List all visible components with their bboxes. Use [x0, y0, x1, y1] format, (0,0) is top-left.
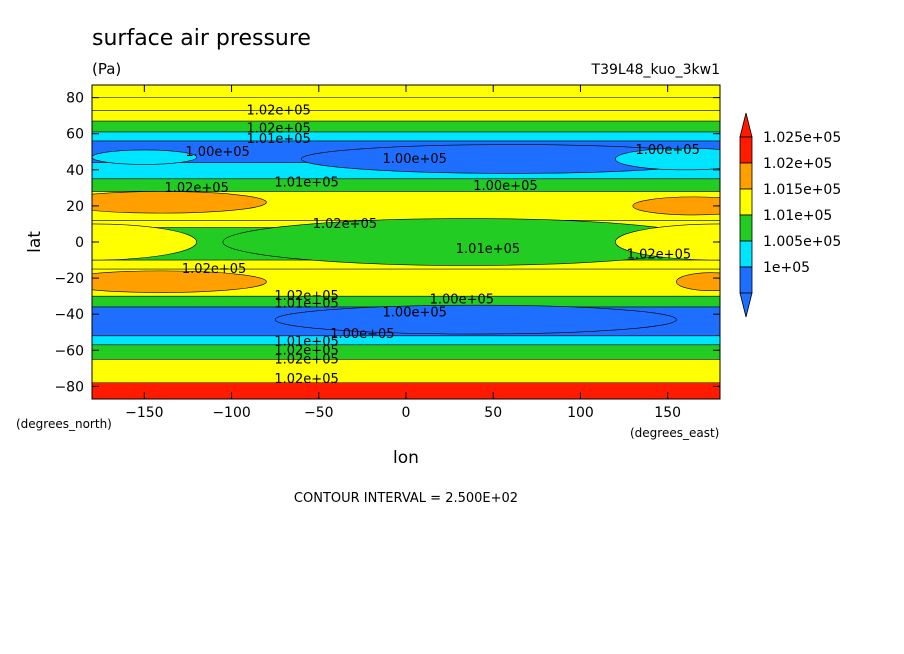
colorbar-swatch	[739, 136, 753, 164]
pressure-cells	[92, 144, 720, 335]
contour-label: 1.01e+05	[274, 175, 338, 190]
contour-label: 1.01e+05	[246, 132, 310, 147]
colorbar-swatch	[739, 162, 753, 190]
contour-label: 1.02e+05	[182, 262, 246, 277]
colorbar-over-arrow	[739, 112, 753, 138]
contour-label: 1.02e+05	[274, 352, 338, 367]
pressure-cell	[92, 191, 267, 214]
pressure-band	[92, 110, 720, 122]
contour-label: 1.00e+05	[473, 179, 537, 194]
pressure-band	[92, 382, 720, 399]
y-tick-label: 20	[66, 199, 84, 215]
x-axis: −150 −100 −50 0 50 100 150	[125, 85, 681, 421]
contour-label: 1.01e+05	[456, 242, 520, 257]
y-tick-label: −80	[54, 379, 84, 395]
pressure-band	[92, 335, 720, 345]
y-axis: −80 −60 −40 −20 0 20 40 60 80	[54, 91, 720, 395]
colorbar-swatch	[739, 214, 753, 242]
chart-title: surface air pressure	[92, 26, 311, 51]
x-tick-label: −150	[125, 405, 163, 421]
contour-label: 1.02e+05	[274, 289, 338, 304]
y-tick-label: −60	[54, 343, 84, 359]
x-tick-label: 0	[402, 405, 411, 421]
pressure-band	[92, 344, 720, 360]
contour-labels: 1.02e+051.02e+051.01e+051.00e+05 1.00e+05…	[164, 103, 699, 387]
x-tick-label: 150	[654, 405, 681, 421]
contour-label: 1.02e+05	[246, 121, 310, 136]
contour-label: 1.00e+05	[383, 305, 447, 320]
pressure-band	[92, 359, 720, 383]
pressure-cell	[274, 304, 677, 335]
x-tick-label: −100	[212, 405, 250, 421]
colorbar-label: 1.01e+05	[763, 208, 832, 224]
x-tick-label: 100	[567, 405, 594, 421]
y-tick-label: 0	[75, 235, 84, 251]
pressure-cell	[676, 272, 720, 292]
colorbar-label: 1.015e+05	[763, 182, 841, 198]
pressure-cell	[92, 270, 267, 293]
y-tick-label: −40	[54, 307, 84, 323]
y-axis-units: (degrees_north)	[16, 417, 112, 431]
colorbar-label: 1.005e+05	[763, 234, 841, 250]
contour-label: 1.00e+05	[383, 152, 447, 167]
contour-label: 1.01e+05	[274, 334, 338, 349]
contour-label: 1.02e+05	[246, 103, 310, 118]
contour-label: 1.02e+05	[274, 372, 338, 387]
chart-units: (Pa)	[92, 60, 121, 78]
x-axis-units: (degrees_east)	[630, 426, 719, 440]
y-tick-label: −20	[54, 271, 84, 287]
contour-label: 1.02e+05	[627, 248, 691, 263]
contour-label: 1.00e+05	[330, 327, 394, 342]
dataset-label: T39L48_kuo_3kw1	[591, 62, 720, 78]
pressure-band	[92, 178, 720, 192]
pressure-cell	[92, 149, 197, 165]
contour-label: 1.00e+05	[635, 143, 699, 158]
pressure-band	[92, 296, 720, 307]
pressure-cell	[92, 223, 197, 261]
colorbar-swatch	[739, 266, 753, 294]
y-axis-label: lat	[25, 231, 45, 253]
colorbar-swatch	[739, 240, 753, 268]
colorbar-legend: 1.025e+05 1.02e+05 1.015e+05 1.01e+05 1.005e…	[739, 112, 841, 318]
contour-label: 1.02e+05	[164, 181, 228, 196]
pressure-cell	[615, 147, 720, 171]
pressure-cell	[632, 196, 720, 216]
colorbar-swatch	[739, 188, 753, 216]
plot-area	[92, 85, 720, 399]
x-axis-label: lon	[393, 448, 419, 468]
colorbar-label: 1.02e+05	[763, 156, 832, 172]
colorbar-under-arrow	[739, 292, 753, 318]
y-tick-label: 60	[66, 127, 84, 143]
contour-label: 1.02e+05	[313, 217, 377, 232]
contour-interval-note: CONTOUR INTERVAL = 2.500E+02	[294, 491, 518, 506]
colorbar-label: 1e+05	[763, 260, 810, 276]
contour-label: 1.00e+05	[185, 145, 249, 160]
pressure-band	[92, 131, 720, 141]
x-tick-label: 50	[484, 405, 502, 421]
contour-label: 1.02e+05	[274, 343, 338, 358]
x-tick-label: −50	[304, 405, 334, 421]
y-tick-label: 40	[66, 163, 84, 179]
contour-label: 1.01e+05	[274, 296, 338, 311]
y-tick-label: 80	[66, 91, 84, 107]
colorbar-label: 1.025e+05	[763, 130, 841, 146]
contour-label: 1.00e+05	[430, 293, 494, 308]
pressure-band	[92, 121, 720, 132]
pressure-band	[92, 97, 720, 111]
